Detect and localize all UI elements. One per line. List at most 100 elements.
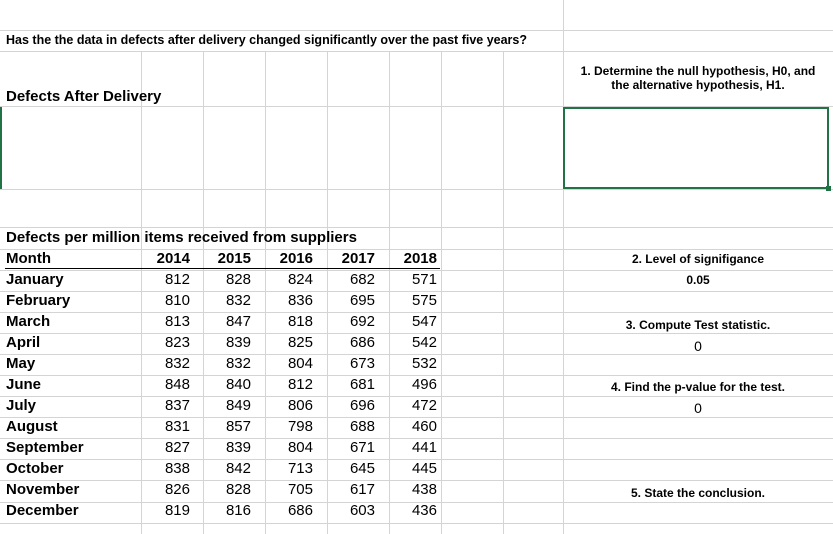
value-cell[interactable]: 857 — [225, 418, 251, 435]
value-cell[interactable]: 436 — [411, 502, 437, 519]
header-year: 2016 — [279, 250, 313, 267]
table-row: April 823 839 825 686 542 — [0, 334, 445, 355]
month-cell[interactable]: July — [6, 397, 37, 414]
value-cell[interactable]: 441 — [411, 439, 437, 456]
hypothesis-answer-cell[interactable] — [563, 107, 829, 189]
month-cell[interactable]: May — [6, 355, 36, 372]
step2-label: 2. Level of signifigance — [631, 252, 765, 266]
value-cell[interactable]: 542 — [411, 334, 437, 351]
value-cell[interactable]: 445 — [411, 460, 437, 477]
value-cell[interactable]: 692 — [349, 313, 375, 330]
value-cell[interactable]: 826 — [164, 481, 190, 498]
month-cell[interactable]: March — [6, 313, 51, 330]
value-cell[interactable]: 848 — [164, 376, 190, 393]
value-cell[interactable]: 688 — [349, 418, 375, 435]
month-cell[interactable]: June — [6, 376, 42, 393]
answer-cell-left[interactable] — [0, 107, 3, 189]
table-row: July 837 849 806 696 472 — [0, 397, 445, 418]
value-cell[interactable]: 571 — [411, 271, 437, 288]
value-cell[interactable]: 686 — [287, 502, 313, 519]
table-row: June 848 840 812 681 496 — [0, 376, 445, 397]
value-cell[interactable]: 673 — [349, 355, 375, 372]
value-cell[interactable]: 812 — [164, 271, 190, 288]
value-cell[interactable]: 824 — [287, 271, 313, 288]
value-cell[interactable]: 823 — [164, 334, 190, 351]
value-cell[interactable]: 812 — [287, 376, 313, 393]
header-year: 2018 — [403, 250, 437, 267]
value-cell[interactable]: 804 — [287, 439, 313, 456]
value-cell[interactable]: 804 — [287, 355, 313, 372]
header-underline — [5, 268, 440, 269]
value-cell[interactable]: 813 — [164, 313, 190, 330]
value-cell[interactable]: 617 — [349, 481, 375, 498]
table-row: March 813 847 818 692 547 — [0, 313, 445, 334]
value-cell[interactable]: 696 — [349, 397, 375, 414]
table-row: November 826 828 705 617 438 — [0, 481, 445, 502]
step1-text: 1. Determine the null hypothesis, H0, an… — [563, 64, 833, 92]
value-cell[interactable]: 671 — [349, 439, 375, 456]
value-cell[interactable]: 838 — [164, 460, 190, 477]
value-cell[interactable]: 831 — [164, 418, 190, 435]
month-cell[interactable]: September — [6, 439, 84, 456]
value-cell[interactable]: 438 — [411, 481, 437, 498]
month-cell[interactable]: February — [6, 292, 71, 309]
value-cell[interactable]: 818 — [287, 313, 313, 330]
value-cell[interactable]: 806 — [287, 397, 313, 414]
step1-line1: 1. Determine the null hypothesis, H0, an… — [580, 64, 816, 78]
month-cell[interactable]: August — [6, 418, 58, 435]
value-cell[interactable]: 827 — [164, 439, 190, 456]
month-cell[interactable]: December — [6, 502, 79, 519]
value-cell[interactable]: 849 — [225, 397, 251, 414]
value-cell[interactable]: 839 — [225, 334, 251, 351]
value-cell[interactable]: 832 — [225, 355, 251, 372]
table-row: December 819 816 686 603 436 — [0, 502, 445, 523]
value-cell[interactable]: 816 — [225, 502, 251, 519]
value-cell[interactable]: 686 — [349, 334, 375, 351]
value-cell[interactable]: 825 — [287, 334, 313, 351]
value-cell[interactable]: 828 — [225, 481, 251, 498]
value-cell[interactable]: 839 — [225, 439, 251, 456]
month-cell[interactable]: April — [6, 334, 41, 351]
value-cell[interactable]: 681 — [349, 376, 375, 393]
value-cell[interactable]: 713 — [287, 460, 313, 477]
value-cell[interactable]: 832 — [225, 292, 251, 309]
month-cell[interactable]: October — [6, 460, 64, 477]
step3-label: 3. Compute Test statistic. — [625, 318, 771, 332]
step3-value[interactable]: 0 — [694, 338, 702, 354]
table-row: August 831 857 798 688 460 — [0, 418, 445, 439]
value-cell[interactable]: 532 — [411, 355, 437, 372]
header-year: 2015 — [217, 250, 251, 267]
value-cell[interactable]: 810 — [164, 292, 190, 309]
fill-handle[interactable] — [826, 186, 831, 191]
value-cell[interactable]: 603 — [349, 502, 375, 519]
step1-line2: the alternative hypothesis, H1. — [611, 78, 785, 92]
value-cell[interactable]: 837 — [164, 397, 190, 414]
value-cell[interactable]: 819 — [164, 502, 190, 519]
value-cell[interactable]: 496 — [411, 376, 437, 393]
value-cell[interactable]: 472 — [411, 397, 437, 414]
value-cell[interactable]: 828 — [225, 271, 251, 288]
value-cell[interactable]: 705 — [287, 481, 313, 498]
table-row: October 838 842 713 645 445 — [0, 460, 445, 481]
step2-value[interactable]: 0.05 — [686, 273, 710, 287]
value-cell[interactable]: 575 — [411, 292, 437, 309]
value-cell[interactable]: 682 — [349, 271, 375, 288]
value-cell[interactable]: 836 — [287, 292, 313, 309]
value-cell[interactable]: 695 — [349, 292, 375, 309]
value-cell[interactable]: 832 — [164, 355, 190, 372]
question-text: Has the the data in defects after delive… — [6, 33, 528, 47]
month-cell[interactable]: January — [6, 271, 64, 288]
value-cell[interactable]: 842 — [225, 460, 251, 477]
month-cell[interactable]: November — [6, 481, 80, 498]
table-header-row: Month 2014 2015 2016 2017 2018 — [0, 250, 445, 271]
value-cell[interactable]: 645 — [349, 460, 375, 477]
value-cell[interactable]: 847 — [225, 313, 251, 330]
step4-label: 4. Find the p-value for the test. — [610, 380, 786, 394]
section-title: Defects After Delivery — [6, 88, 162, 105]
value-cell[interactable]: 840 — [225, 376, 251, 393]
step4-value[interactable]: 0 — [694, 400, 702, 416]
value-cell[interactable]: 798 — [287, 418, 313, 435]
value-cell[interactable]: 460 — [411, 418, 437, 435]
header-year: 2017 — [341, 250, 375, 267]
value-cell[interactable]: 547 — [411, 313, 437, 330]
